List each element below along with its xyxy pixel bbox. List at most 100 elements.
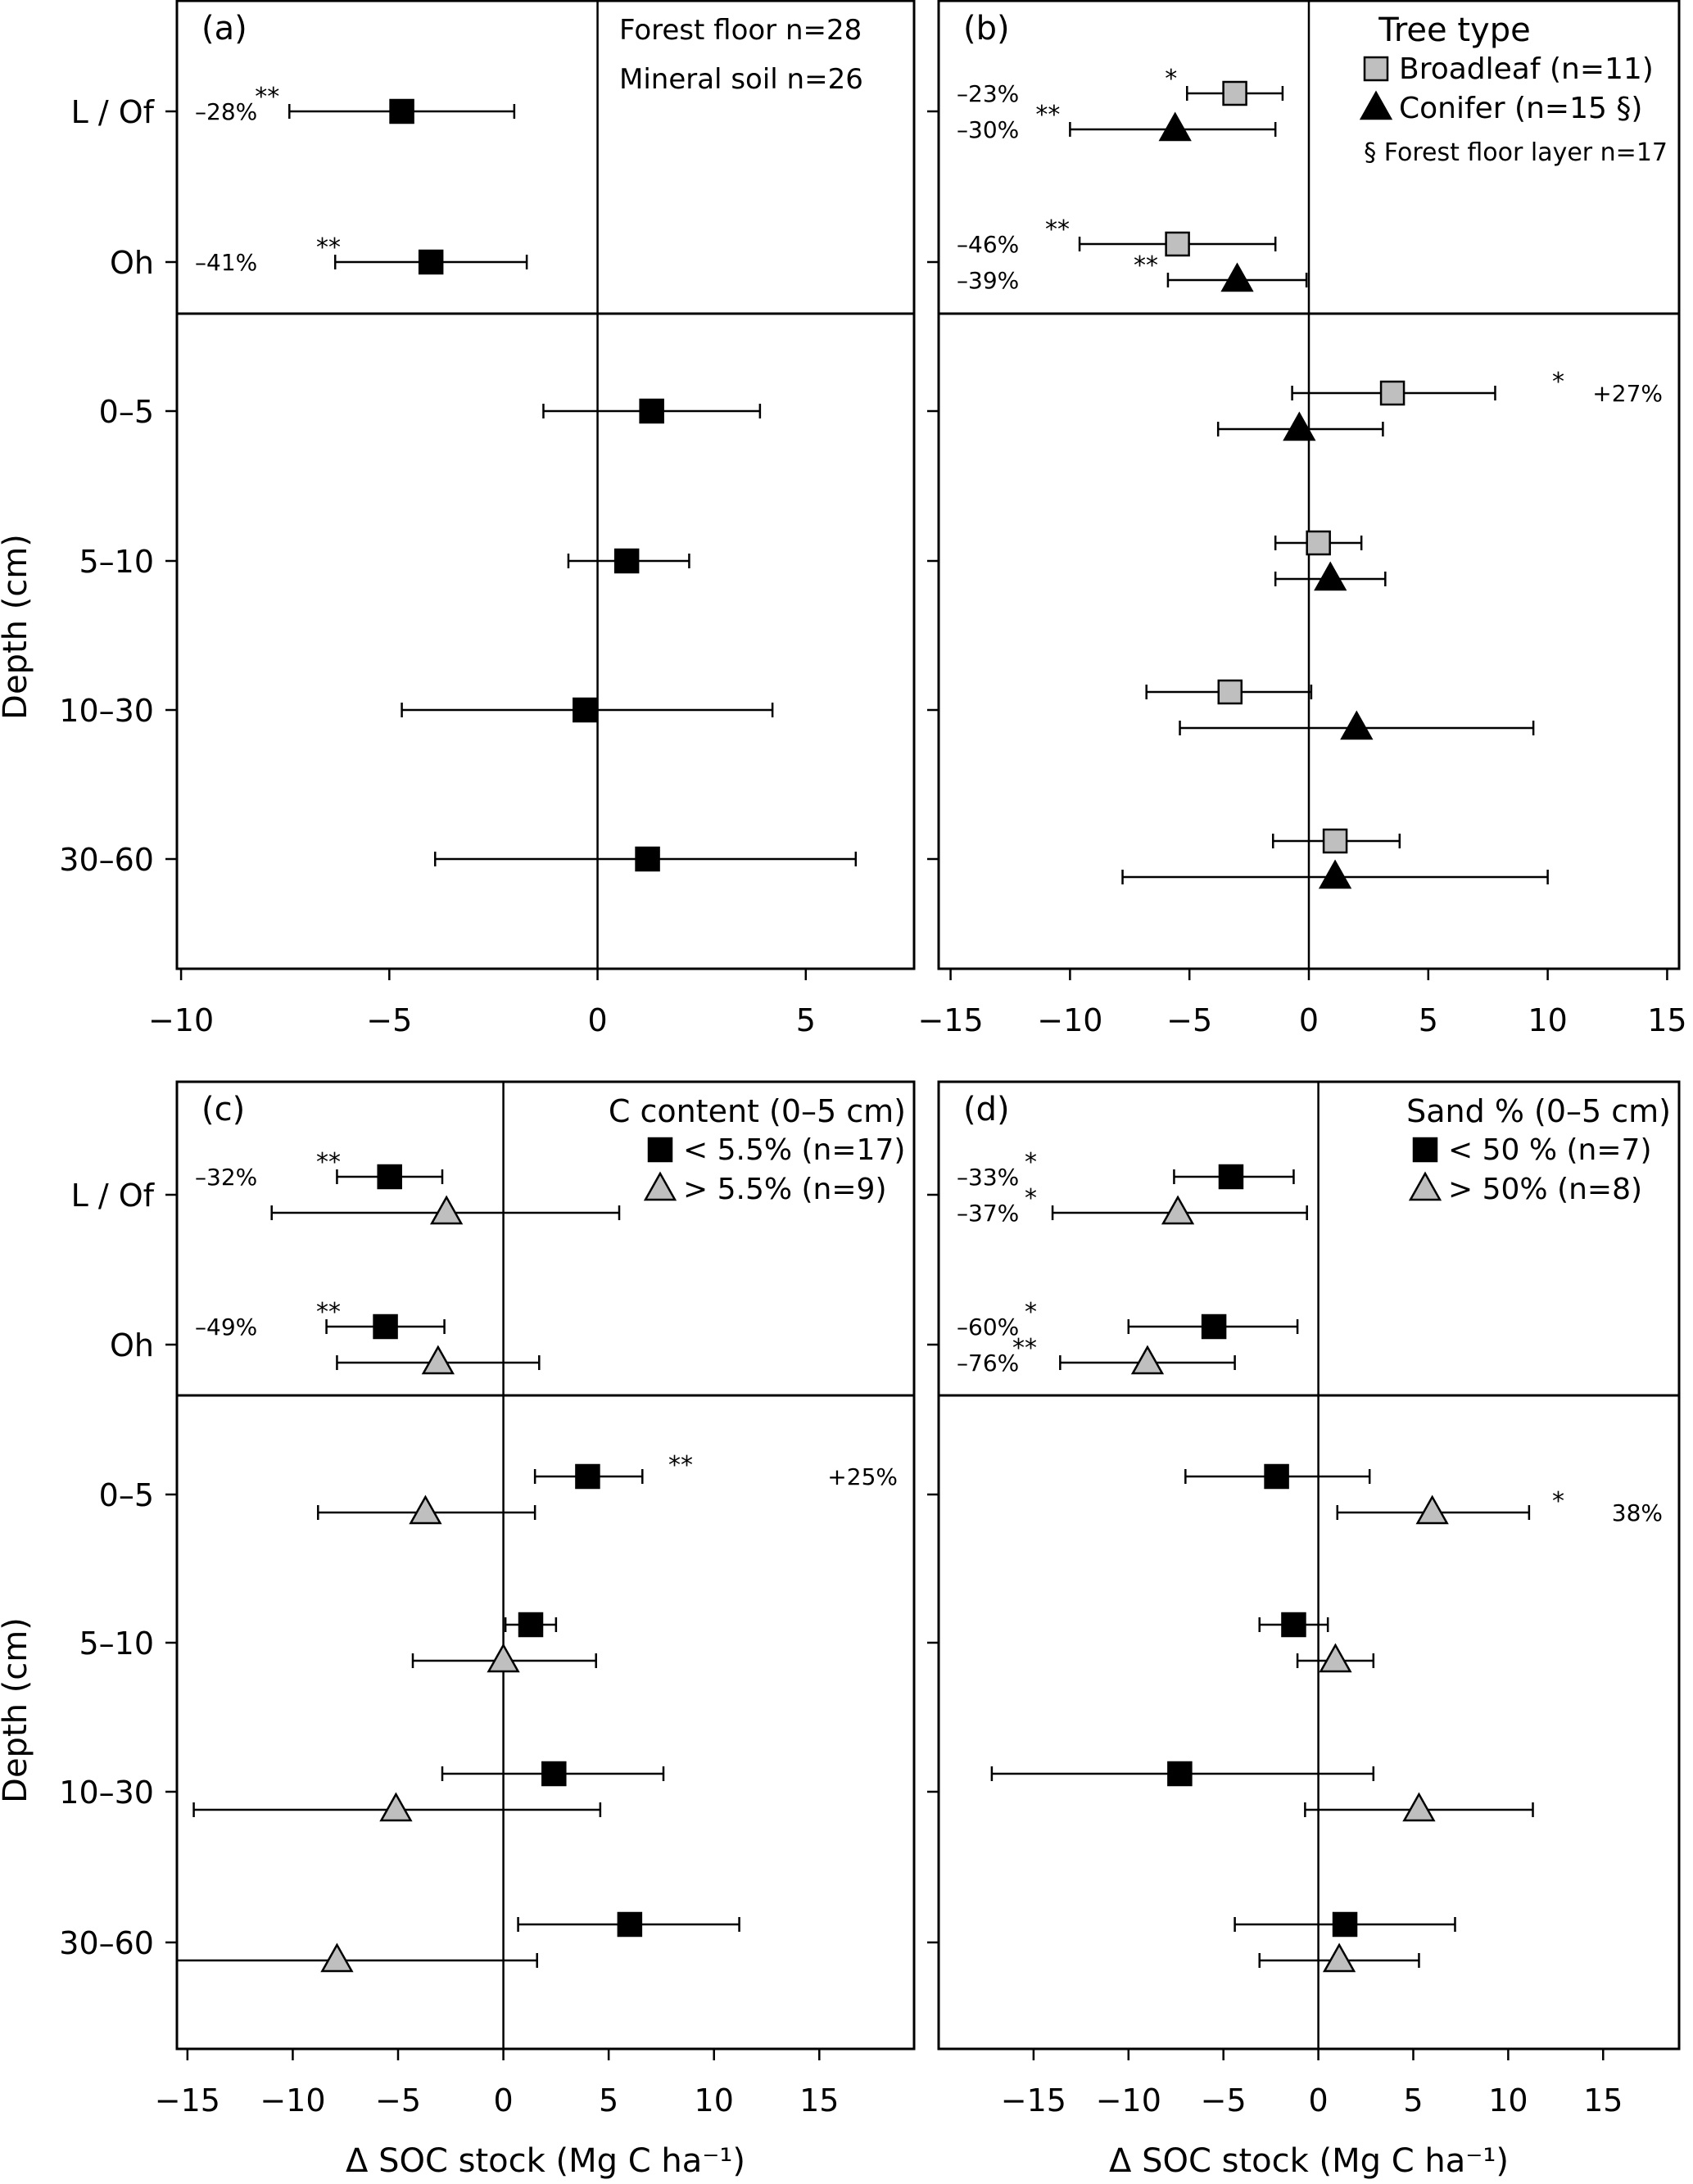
x-tick-label: −5	[1166, 1002, 1212, 1038]
data-point: –33%*	[957, 1148, 1295, 1191]
square-marker	[389, 98, 414, 124]
x-tick-label: −10	[148, 1002, 214, 1038]
square-marker	[373, 1314, 398, 1340]
square-marker	[575, 1463, 600, 1490]
data-point	[1258, 1942, 1420, 1973]
square-marker	[1165, 231, 1190, 257]
data-point	[1272, 828, 1401, 854]
x-tick-label: −15	[1001, 2082, 1066, 2118]
data-point	[1296, 1643, 1375, 1673]
data-point: –46% **	[957, 215, 1277, 258]
row-label: 5–10	[79, 1626, 154, 1662]
data-point: –30% **	[957, 101, 1277, 143]
x-tick-label: 5	[1403, 2082, 1423, 2118]
y-axis-label: Depth (cm)	[0, 534, 34, 720]
significance-mark: *	[1552, 1487, 1564, 1516]
square-marker	[1264, 1463, 1289, 1490]
significance-mark: *	[1552, 368, 1564, 396]
data-point	[1179, 710, 1535, 740]
square-marker	[639, 398, 664, 424]
legend-title: Sand % (0–5 cm)	[1406, 1093, 1671, 1129]
row-label: L / Of	[71, 94, 156, 130]
data-point	[441, 1761, 665, 1787]
row-label: Oh	[110, 245, 154, 281]
x-tick-label: 15	[799, 2082, 839, 2118]
data-point: –49% **	[195, 1298, 446, 1341]
panel-frame	[175, 0, 916, 970]
x-tick-label: 0	[493, 2082, 513, 2118]
percent-change: –23%	[957, 80, 1019, 107]
data-point: –76%**	[957, 1334, 1236, 1377]
data-point: 38% *	[1336, 1487, 1663, 1526]
triangle-marker	[1340, 710, 1374, 740]
data-point: –28%**	[195, 83, 516, 125]
y-axis-label: Depth (cm)	[0, 1617, 34, 1803]
significance-mark: **	[1035, 101, 1060, 129]
x-tick-label: −5	[366, 1002, 412, 1038]
data-point	[1258, 1612, 1329, 1638]
data-point: –60%*	[957, 1298, 1299, 1341]
percent-change: –37%	[957, 1200, 1019, 1227]
triangle-marker	[1283, 411, 1316, 441]
data-point	[1121, 859, 1549, 889]
significance-mark: **	[255, 83, 279, 111]
square-marker	[541, 1761, 567, 1787]
data-point	[175, 1942, 538, 1973]
significance-mark: **	[1134, 251, 1158, 280]
triangle-marker	[1322, 1942, 1356, 1973]
triangle-marker	[1402, 1792, 1436, 1822]
x-tick-label: 5	[599, 2082, 618, 2118]
significance-mark: **	[316, 233, 341, 262]
triangle-marker	[1130, 1345, 1165, 1375]
data-point: –37%*	[957, 1184, 1308, 1227]
row-label: 0–5	[99, 394, 154, 430]
percent-change: –32%	[195, 1164, 257, 1191]
data-point	[1234, 1911, 1456, 1938]
data-point: –39% **	[957, 251, 1308, 294]
x-tick-label: 15	[1583, 2082, 1623, 2118]
square-marker	[1167, 1761, 1193, 1787]
x-tick-label: 10	[695, 2082, 734, 2118]
panel-c: −15 −10 −5 0 5 10 15 L / Of Oh 0–5 5–10 10–30 30–60 D…	[0, 1080, 916, 2180]
percent-change: +25%	[827, 1463, 898, 1490]
square-marker	[613, 548, 640, 574]
square-marker	[635, 846, 660, 872]
legend-marker	[643, 1171, 677, 1201]
legend-title: C content (0–5 cm)	[609, 1093, 906, 1129]
panel-frame	[937, 1080, 1681, 2051]
panel-label: (c)	[201, 1091, 245, 1128]
triangle-marker	[1161, 1195, 1195, 1225]
row-label: 10–30	[59, 693, 154, 729]
data-point	[270, 1195, 621, 1225]
row-label: 30–60	[59, 1925, 154, 1961]
panel-frame	[175, 1080, 916, 2051]
legend-entry: > 5.5% (n=9)	[683, 1173, 886, 1206]
x-tick-label: 15	[1647, 1002, 1686, 1038]
square-marker	[1201, 1314, 1227, 1340]
percent-change: –41%	[195, 249, 257, 276]
legend-entry: < 50 % (n=7)	[1448, 1133, 1651, 1167]
x-tick-label: −5	[1201, 2082, 1247, 2118]
square-marker	[418, 249, 444, 275]
triangle-marker	[1415, 1494, 1449, 1525]
triangle-marker	[1318, 859, 1352, 889]
square-marker	[1218, 1164, 1244, 1190]
significance-mark: *	[1025, 1184, 1037, 1213]
x-tick-label: −10	[1096, 2082, 1161, 2118]
significance-mark: **	[1045, 215, 1070, 244]
percent-change: –76%	[957, 1350, 1019, 1377]
square-marker	[518, 1612, 544, 1638]
data-point: +25% **	[533, 1451, 898, 1490]
x-tick-label: 0	[1308, 2082, 1328, 2118]
significance-mark: **	[316, 1298, 341, 1327]
data-point	[1274, 561, 1387, 591]
data-point	[517, 1911, 740, 1938]
triangle-marker	[487, 1643, 520, 1673]
legend-marker	[1412, 1137, 1438, 1163]
square-marker	[1332, 1911, 1358, 1938]
x-tick-label: 0	[587, 1002, 607, 1038]
data-point	[192, 1792, 602, 1822]
x-tick-label: 5	[796, 1002, 816, 1038]
